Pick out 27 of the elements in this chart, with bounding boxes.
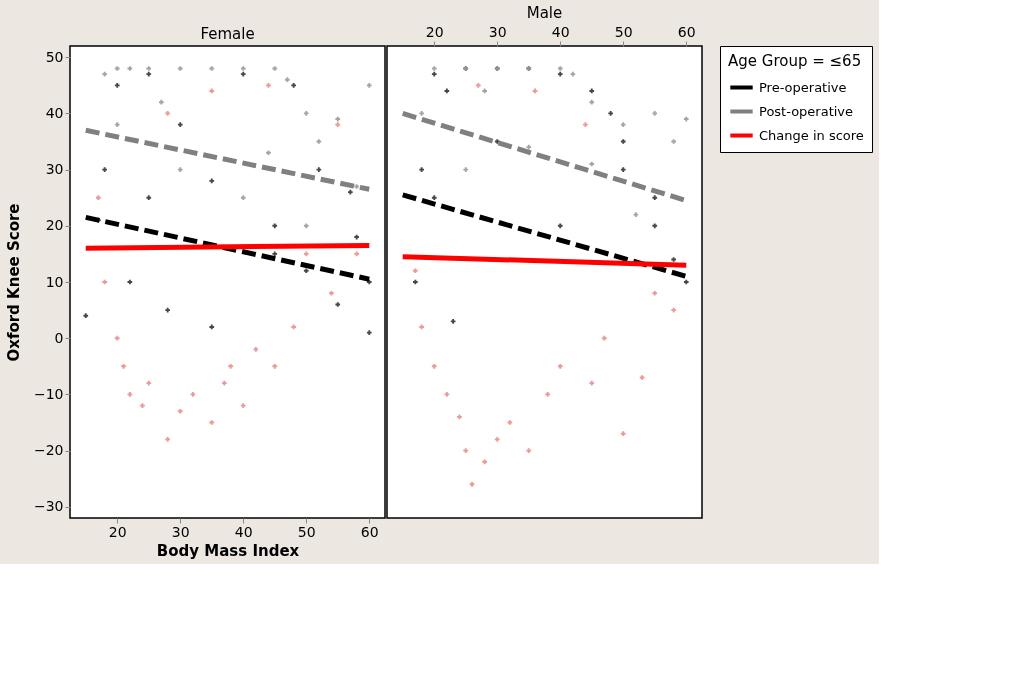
legend-label: Change in score — [759, 127, 864, 143]
y-tick-label: 30 — [45, 161, 64, 178]
x-tick-label: 30 — [488, 23, 507, 40]
x-tick-label: 60 — [677, 23, 696, 40]
x-tick-label: 50 — [297, 523, 316, 540]
legend-title: Age Group = ≤65 — [728, 52, 862, 70]
y-tick-label: 40 — [45, 104, 64, 121]
x-tick-label: 60 — [360, 523, 379, 540]
x-tick-label: 20 — [425, 23, 444, 40]
y-tick-label: 20 — [45, 217, 64, 234]
x-tick-label: 50 — [614, 23, 633, 40]
y-tick-label: 0 — [54, 329, 64, 346]
x-tick-label: 30 — [171, 523, 190, 540]
y-axis-title: Oxford Knee Score — [4, 203, 23, 362]
legend-label: Post-operative — [759, 103, 854, 119]
x-tick-label: 40 — [234, 523, 253, 540]
x-tick-label: 40 — [551, 23, 570, 40]
legend-label: Pre-operative — [759, 79, 847, 95]
y-tick-label: −20 — [33, 442, 64, 459]
y-tick-label: −10 — [33, 385, 64, 402]
x-axis-title: Body Mass Index — [156, 541, 300, 560]
chart-title: Female — [200, 25, 255, 43]
y-tick-label: −30 — [33, 498, 64, 515]
y-tick-label: 50 — [45, 48, 64, 65]
y-tick-label: 10 — [45, 273, 64, 290]
x-tick-label: 20 — [108, 523, 127, 540]
chart-title: Male — [526, 4, 563, 22]
